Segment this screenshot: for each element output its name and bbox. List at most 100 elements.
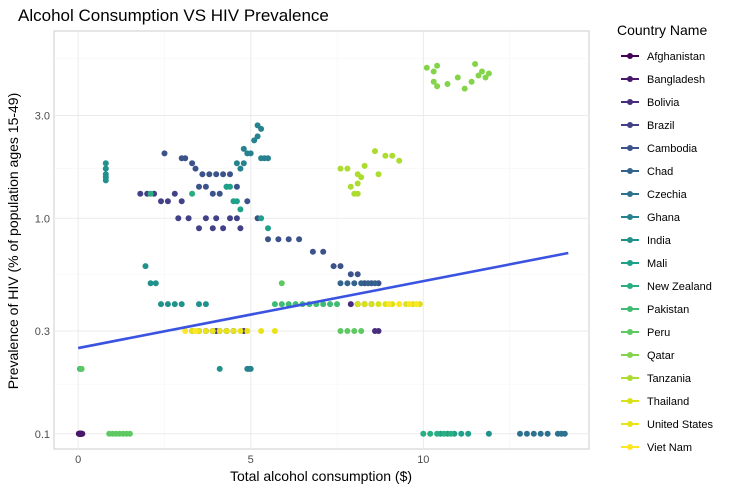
legend-point-key — [627, 421, 633, 427]
data-point — [468, 78, 475, 85]
data-point — [244, 198, 251, 205]
legend-point-key — [627, 99, 633, 105]
data-point — [344, 165, 351, 172]
data-point — [351, 328, 358, 334]
data-point — [354, 301, 361, 308]
data-point — [196, 183, 202, 190]
data-point — [361, 162, 368, 169]
plot-panel-border — [53, 30, 590, 450]
data-point — [254, 122, 261, 129]
data-point — [485, 70, 492, 77]
data-point — [247, 365, 254, 372]
data-point — [178, 301, 185, 308]
data-point — [147, 280, 154, 287]
data-point — [441, 430, 447, 437]
data-point — [102, 165, 109, 172]
data-point — [472, 61, 479, 67]
data-point — [271, 328, 278, 334]
data-point — [209, 190, 216, 197]
data-point — [189, 160, 196, 167]
y-axis-title: Prevalence of HIV (% of population ages … — [5, 93, 21, 390]
x-tick-label: 10 — [417, 454, 429, 466]
legend-label: New Zealand — [647, 281, 712, 293]
data-point — [78, 365, 85, 372]
trend-line — [77, 251, 569, 350]
legend-item: Thailand — [621, 396, 689, 408]
data-point — [354, 180, 361, 187]
y-tick-label: 3.0 — [35, 110, 50, 122]
data-point — [237, 328, 244, 334]
legend-item: United States — [621, 419, 714, 431]
data-point — [375, 171, 382, 178]
data-point — [171, 301, 178, 308]
data-point — [523, 430, 530, 437]
legend-item: Mali — [621, 258, 667, 270]
data-point — [475, 72, 482, 79]
data-point — [347, 183, 354, 190]
data-point — [216, 328, 223, 334]
data-point — [358, 174, 365, 181]
data-point — [265, 236, 271, 243]
data-point — [344, 280, 351, 287]
data-points — [75, 61, 568, 437]
data-point — [434, 83, 441, 90]
data-point — [275, 236, 282, 243]
data-point — [202, 215, 209, 222]
legend-item: Peru — [621, 327, 670, 339]
legend-point-key — [627, 260, 633, 266]
legend-point-key — [627, 329, 633, 335]
data-point — [175, 215, 182, 222]
data-point — [233, 198, 240, 205]
data-point — [434, 430, 441, 437]
data-point — [247, 150, 254, 157]
data-point — [233, 183, 240, 190]
data-point — [196, 301, 202, 308]
data-point — [544, 430, 551, 437]
legend-label: Mali — [647, 258, 667, 270]
data-point — [142, 263, 149, 270]
data-point — [227, 215, 233, 222]
data-point — [185, 215, 192, 222]
legend-label: Brazil — [647, 120, 675, 132]
y-axis-ticks: 0.1 0.3 1.0 3.0 — [35, 110, 50, 440]
legend-item: Cambodia — [621, 143, 698, 155]
data-point — [152, 280, 159, 287]
data-point — [265, 225, 271, 232]
data-point — [147, 190, 154, 197]
legend-item: Bangladesh — [621, 74, 705, 86]
chart-title: Alcohol Consumption VS HIV Prevalence — [18, 6, 329, 25]
data-point — [517, 430, 523, 437]
data-point — [171, 190, 178, 197]
data-point — [530, 430, 537, 437]
data-point — [285, 301, 292, 308]
data-point — [537, 430, 544, 437]
data-point — [182, 328, 189, 334]
data-point — [278, 280, 285, 287]
data-point — [164, 301, 171, 308]
data-point — [444, 81, 451, 87]
legend-item: Chad — [621, 166, 673, 178]
data-point — [389, 152, 396, 159]
legend-item: India — [621, 235, 672, 247]
data-point — [434, 62, 441, 69]
legend-item: Qatar — [621, 350, 675, 362]
data-point — [334, 301, 340, 308]
data-point — [427, 430, 434, 437]
data-point — [337, 263, 344, 270]
legend-point-key — [627, 306, 633, 312]
data-point — [216, 190, 223, 197]
x-axis-title: Total alcohol consumption ($) — [230, 468, 412, 484]
data-point — [330, 263, 337, 270]
data-point — [354, 271, 361, 278]
legend-label: Ghana — [647, 212, 681, 224]
legend: Country Name Afghanistan Bangladesh Bolivi… — [617, 22, 714, 454]
data-point — [209, 328, 216, 334]
data-point — [337, 165, 344, 172]
legend-title: Country Name — [617, 22, 707, 38]
data-point — [337, 328, 344, 334]
data-point — [251, 137, 258, 144]
data-point — [561, 430, 568, 437]
data-point — [430, 78, 437, 85]
legend-item: Afghanistan — [621, 51, 705, 63]
